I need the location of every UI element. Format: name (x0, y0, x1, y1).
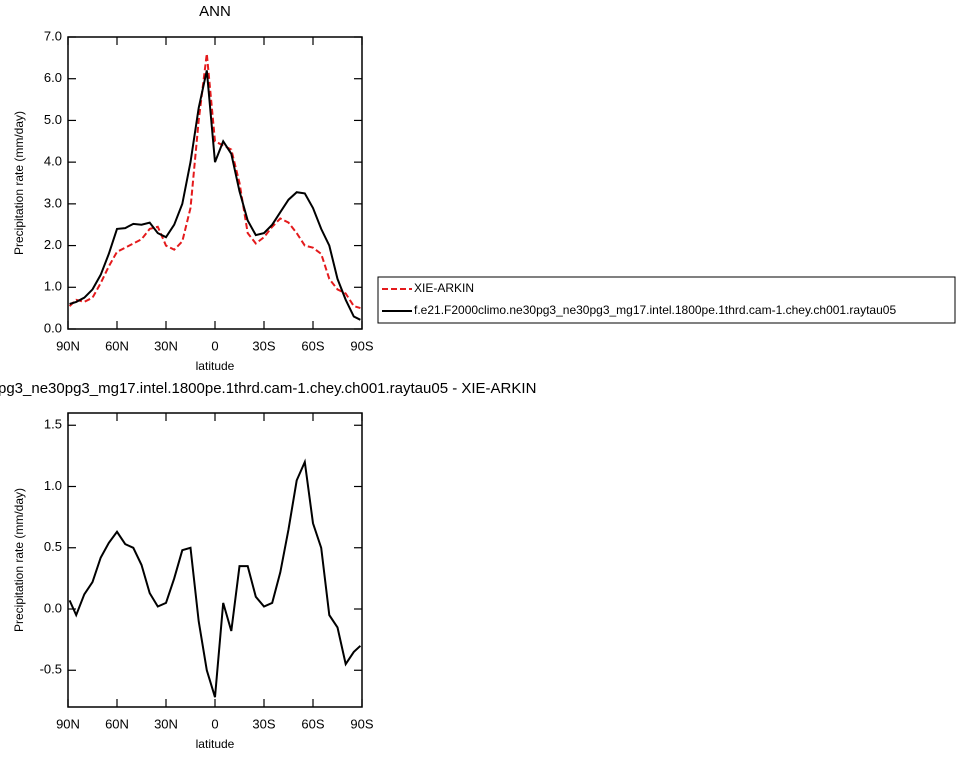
y-tick-label: 4.0 (44, 154, 62, 169)
y-tick-label: 6.0 (44, 70, 62, 85)
y-tick-label: 0.0 (44, 600, 62, 615)
x-axis-label: latitude (196, 359, 235, 373)
chart-title: pg3_ne30pg3_mg17.intel.1800pe.1thrd.cam-… (0, 380, 536, 397)
x-tick-label: 30N (154, 716, 178, 731)
y-tick-label: 5.0 (44, 112, 62, 127)
x-tick-label: 60S (301, 716, 324, 731)
y-axis-label: Precipitation rate (mm/day) (12, 488, 26, 632)
y-tick-label: 3.0 (44, 195, 62, 210)
y-tick-label: 1.0 (44, 478, 62, 493)
x-tick-label: 90S (350, 338, 373, 353)
plot-frame (67, 412, 363, 708)
y-tick-label: -0.5 (40, 662, 62, 677)
x-tick-label: 90N (56, 716, 80, 731)
y-tick-label: 1.0 (44, 279, 62, 294)
x-tick-label: 0 (211, 716, 218, 731)
y-tick-label: 0.0 (44, 320, 62, 335)
x-tick-label: 30S (252, 338, 275, 353)
x-tick-label: 90S (350, 716, 373, 731)
legend-label: XIE-ARKIN (414, 281, 474, 295)
x-tick-label: 0 (211, 338, 218, 353)
x-tick-label: 30N (154, 338, 178, 353)
y-tick-label: 0.5 (44, 539, 62, 554)
legend-box (377, 276, 956, 324)
y-axis-label: Precipitation rate (mm/day) (12, 111, 26, 255)
x-tick-label: 90N (56, 338, 80, 353)
x-tick-label: 60S (301, 338, 324, 353)
plot-frame (67, 36, 363, 330)
data-line (68, 458, 362, 698)
data-line (69, 70, 361, 321)
y-tick-label: 1.5 (44, 417, 62, 432)
y-tick-label: 7.0 (44, 28, 62, 43)
legend-label: f.e21.F2000climo.ne30pg3_ne30pg3_mg17.in… (414, 303, 896, 317)
chart-title: ANN (199, 3, 231, 20)
y-tick-label: 2.0 (44, 237, 62, 252)
x-tick-label: 60N (105, 716, 129, 731)
data-line (68, 53, 361, 310)
x-tick-label: 60N (105, 338, 129, 353)
x-axis-label: latitude (196, 737, 235, 751)
x-tick-label: 30S (252, 716, 275, 731)
